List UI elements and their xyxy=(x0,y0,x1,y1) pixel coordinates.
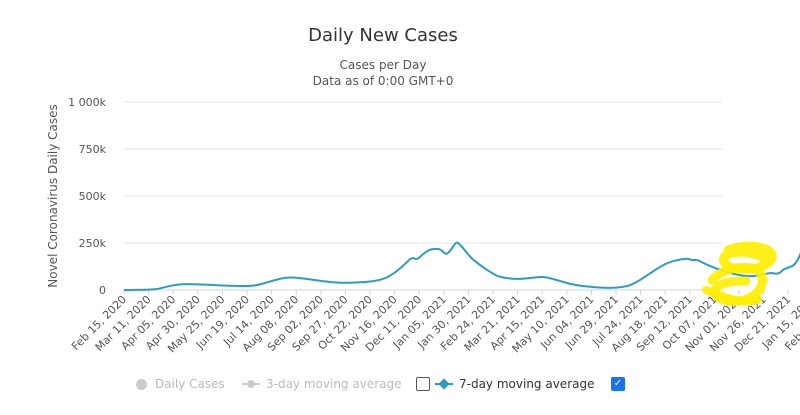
legend: Daily Cases 3-day moving average 7-day m… xyxy=(0,373,800,403)
series-line-7day[interactable] xyxy=(123,137,800,291)
checkbox-unchecked-icon xyxy=(416,377,430,391)
grid xyxy=(124,101,722,291)
y-tick-label: 1 000k xyxy=(68,96,106,109)
chart: Daily New Cases Cases per Day Data as of… xyxy=(46,25,800,355)
legend-label: 3-day moving average xyxy=(266,377,402,391)
line-marker-icon xyxy=(242,380,260,388)
y-tick-label: 250k xyxy=(79,237,107,250)
y-ticks: 0 250k 500k 750k 1 000k xyxy=(68,96,106,297)
y-tick-label: 750k xyxy=(79,143,107,156)
chart-title: Daily New Cases xyxy=(308,25,458,46)
chart-subtitle: Cases per Day xyxy=(340,58,427,72)
checkbox-checked-icon: ✓ xyxy=(611,377,625,391)
legend-daily-cases[interactable]: Daily Cases xyxy=(136,377,225,391)
circle-icon xyxy=(136,378,147,390)
legend-label: 7-day moving average xyxy=(459,377,595,391)
line-marker-icon xyxy=(435,383,453,385)
legend-3day[interactable]: 3-day moving average xyxy=(242,377,401,391)
y-axis-label: Novel Coronavirus Daily Cases xyxy=(46,104,60,287)
chart-subtitle-date: Data as of 0:00 GMT+0 xyxy=(313,74,454,88)
y-tick-label: 500k xyxy=(79,190,107,203)
legend-7day[interactable]: 7-day moving average xyxy=(435,377,594,391)
checkbox-7day[interactable]: ✓ xyxy=(611,377,625,391)
legend-label: Daily Cases xyxy=(155,377,225,391)
y-tick-label: 0 xyxy=(99,284,106,297)
checkbox-3day[interactable] xyxy=(416,377,430,391)
highlighter-annotation xyxy=(702,241,777,306)
